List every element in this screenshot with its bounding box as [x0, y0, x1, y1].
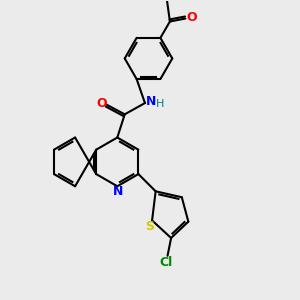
- Text: O: O: [97, 97, 107, 110]
- Text: H: H: [156, 99, 164, 109]
- Text: Cl: Cl: [159, 256, 173, 269]
- Text: S: S: [145, 220, 154, 233]
- Text: N: N: [146, 95, 156, 108]
- Text: O: O: [186, 11, 196, 24]
- Text: N: N: [113, 185, 123, 198]
